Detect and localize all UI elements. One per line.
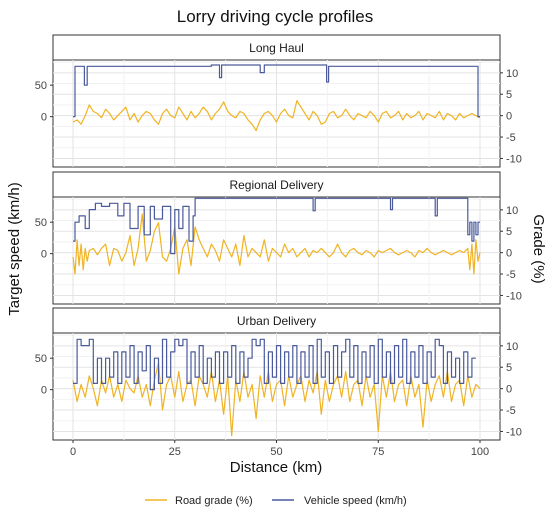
y-right-tick-label: 0 (506, 248, 512, 260)
vehicle-speed-line (73, 197, 480, 255)
y-left-tick-label: 50 (35, 217, 47, 229)
y-right-tick-label: -10 (506, 153, 522, 165)
y-left-tick-label: 50 (35, 353, 47, 365)
facet-label: Long Haul (249, 41, 304, 55)
legend: Road grade (%) Vehicle speed (km/h) (145, 495, 407, 507)
gridlines (53, 197, 500, 304)
y-left-tick-label: 0 (41, 112, 47, 124)
vehicle-speed-line (73, 338, 476, 391)
y-right-tick-label: 0 (506, 111, 512, 123)
legend-label-speed: Vehicle speed (km/h) (304, 495, 407, 507)
y-right-tick-label: -5 (506, 132, 516, 144)
x-tick-label: 75 (372, 446, 384, 458)
y-right-tick-label: -5 (506, 269, 516, 281)
panel-2: Urban Delivery 0 50 -10 -5 0 5 10 (35, 307, 522, 441)
road-grade-line (72, 213, 481, 275)
x-tick-label: 0 (70, 446, 76, 458)
x-axis-ticks: 0 25 50 75 100 (70, 440, 489, 458)
x-tick-label: 50 (270, 446, 282, 458)
y-right-tick-label: 5 (506, 226, 512, 238)
y-right-tick-label: 10 (506, 68, 518, 80)
y-right-tick-label: 10 (506, 205, 518, 217)
y-right-tick-label: -10 (506, 426, 522, 438)
road-grade-line (72, 362, 481, 437)
x-axis-title: Distance (km) (230, 459, 323, 476)
legend-label-grade: Road grade (%) (175, 495, 253, 507)
y-left-tick-label: 0 (41, 385, 47, 397)
road-grade-line (72, 100, 481, 132)
y-axis-right-title: Grade (%) (530, 214, 547, 283)
vehicle-speed-line (73, 64, 480, 118)
y-right-tick-label: -5 (506, 405, 516, 417)
y-left-tick-label: 0 (41, 249, 47, 261)
facet-label: Urban Delivery (237, 314, 316, 328)
y-right-tick-label: -10 (506, 290, 522, 302)
y-right-tick-label: 0 (506, 384, 512, 396)
y-axis-left-title: Target speed (km/h) (6, 182, 23, 315)
y-right-tick-label: 10 (506, 341, 518, 353)
gridlines (53, 333, 500, 440)
panel-1: Regional Delivery 0 50 -10 -5 0 5 10 (35, 171, 522, 305)
panel-0: Long Haul 0 50 -10 -5 0 5 10 (35, 34, 522, 168)
y-right-tick-label: 5 (506, 362, 512, 374)
y-left-tick-label: 50 (35, 80, 47, 92)
facet-label: Regional Delivery (229, 178, 323, 192)
facet-strip (52, 34, 501, 61)
y-right-tick-label: 5 (506, 89, 512, 101)
x-tick-label: 100 (471, 446, 489, 458)
chart-title: Lorry driving cycle profiles (177, 7, 374, 26)
facet-strip (52, 307, 501, 334)
x-tick-label: 25 (169, 446, 181, 458)
